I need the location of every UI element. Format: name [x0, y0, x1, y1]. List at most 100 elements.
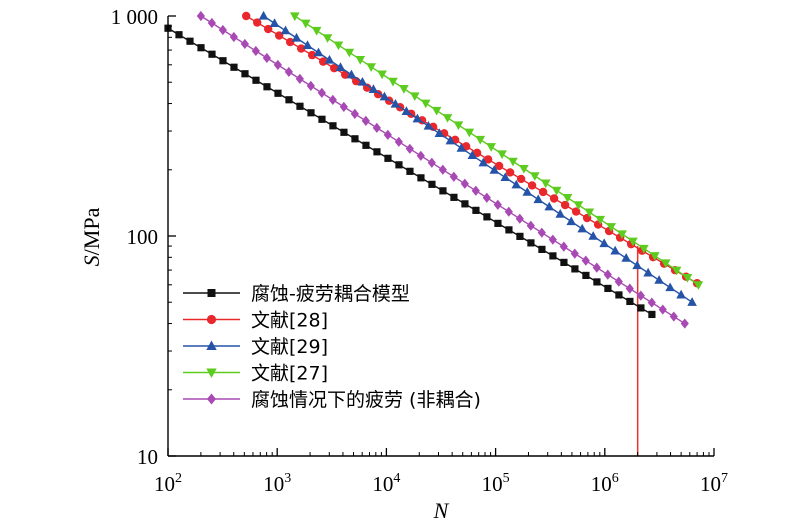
data-point-marker: [218, 24, 227, 36]
data-point-marker: [582, 271, 590, 280]
data-point-marker: [186, 37, 194, 45]
data-point-marker: [538, 187, 548, 197]
data-point-marker: [493, 199, 502, 210]
data-point-marker: [388, 77, 398, 87]
data-point-marker: [273, 59, 282, 71]
data-point-marker: [588, 231, 598, 240]
data-point-marker: [335, 62, 346, 71]
data-point-marker: [529, 172, 540, 181]
data-point-marker: [405, 143, 414, 154]
data-point-marker: [649, 252, 660, 261]
x-tick-exponent: 4: [393, 471, 400, 486]
data-point-marker: [431, 106, 442, 116]
data-point-marker: [526, 220, 535, 231]
data-point-marker: [511, 179, 522, 189]
data-point-marker: [355, 55, 366, 65]
data-point-marker: [284, 66, 293, 78]
data-point-marker: [252, 76, 260, 84]
data-point-marker: [604, 284, 612, 293]
data-point-marker: [285, 37, 295, 47]
data-point-marker: [460, 178, 469, 189]
data-point-marker: [196, 10, 205, 22]
data-point-marker: [416, 150, 425, 161]
data-point-marker: [427, 157, 436, 168]
data-point-marker: [497, 150, 507, 160]
data-point-marker: [252, 18, 262, 27]
data-point-marker: [206, 314, 217, 325]
data-point-marker: [522, 187, 533, 196]
x-tick-base: 10: [482, 472, 503, 496]
data-point-marker: [533, 194, 544, 204]
data-point-marker: [626, 297, 634, 306]
data-point-marker: [549, 252, 557, 260]
series-5: [196, 10, 689, 329]
data-point-marker: [648, 310, 656, 319]
data-point-marker: [208, 50, 216, 58]
x-tick-base: 10: [372, 472, 393, 496]
data-point-marker: [639, 244, 649, 254]
data-point-marker: [175, 31, 183, 39]
data-point-marker: [423, 120, 434, 130]
data-point-marker: [593, 278, 601, 286]
data-point-marker: [559, 241, 568, 252]
data-point-marker: [302, 40, 313, 49]
data-point-marker: [665, 282, 675, 292]
legend-label: 腐蚀-疲劳耦合模型: [251, 283, 410, 305]
data-point-marker: [548, 234, 557, 245]
data-point-marker: [540, 179, 551, 189]
data-point-marker: [592, 262, 601, 273]
data-point-marker: [450, 193, 458, 201]
x-tick-base: 10: [263, 472, 284, 496]
data-point-marker: [489, 165, 500, 174]
data-point-marker: [219, 57, 227, 65]
data-point-marker: [467, 150, 478, 160]
data-point-marker: [505, 226, 513, 234]
x-tick-exponent: 2: [175, 471, 182, 486]
data-point-marker: [527, 239, 535, 247]
data-point-marker: [606, 223, 616, 232]
data-point-marker: [584, 208, 595, 218]
data-point-marker: [428, 180, 436, 188]
data-point-marker: [595, 215, 606, 225]
data-point-marker: [687, 297, 697, 306]
data-point-marker: [516, 232, 524, 240]
data-point-marker: [285, 96, 293, 104]
data-point-marker: [560, 200, 570, 210]
y-axis-title-symbol: S: [79, 255, 104, 266]
x-tick-exponent: 6: [612, 471, 619, 486]
x-tick-label: 106: [591, 471, 619, 496]
data-point-marker: [628, 237, 638, 247]
data-point-marker: [241, 11, 251, 21]
data-point-marker: [643, 267, 653, 277]
legend-item: 腐蚀情况下的疲劳 (非耦合): [183, 389, 481, 411]
data-point-marker: [439, 187, 447, 195]
data-point-marker: [241, 70, 249, 78]
data-point-marker: [610, 245, 620, 255]
data-point-marker: [669, 311, 678, 322]
data-point-marker: [346, 69, 357, 79]
series-line: [263, 15, 693, 303]
data-point-marker: [637, 304, 645, 312]
data-point-marker: [515, 213, 524, 224]
data-point-marker: [438, 164, 447, 175]
data-point-marker: [318, 115, 326, 123]
data-point-marker: [527, 181, 537, 190]
data-point-marker: [617, 230, 627, 240]
legend-item: 文献[29]: [183, 336, 328, 358]
data-point-marker: [291, 32, 302, 42]
data-point-marker: [251, 45, 260, 57]
data-point-marker: [295, 73, 304, 85]
data-point-marker: [372, 122, 381, 133]
data-point-marker: [240, 38, 249, 50]
data-point-marker: [472, 206, 480, 214]
data-point-marker: [258, 10, 269, 20]
data-point-marker: [357, 76, 368, 86]
data-point-marker: [399, 85, 409, 94]
data-point-marker: [344, 48, 355, 58]
data-point-marker: [614, 276, 623, 287]
data-point-marker: [581, 255, 590, 266]
data-point-marker: [537, 227, 546, 238]
data-point-marker: [274, 89, 282, 97]
x-axis-title: N: [433, 498, 450, 523]
